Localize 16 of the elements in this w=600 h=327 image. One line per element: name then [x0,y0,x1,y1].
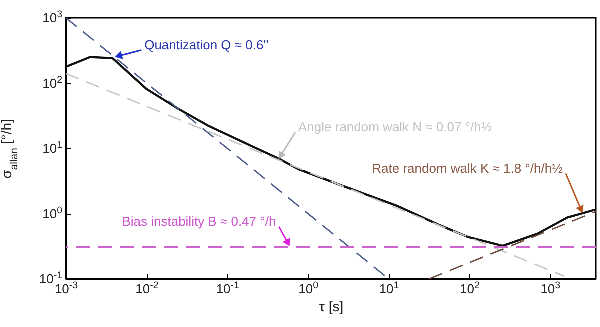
y-tick-label: 10$^{3}$ [42,9,62,26]
annotation: Bias instability B ≈ 0.47 °/h [122,214,276,229]
y-tick-label: 10$^{1}$ [42,140,62,156]
x-tick-label: 10$^{2}$ [460,280,480,296]
y-tick-label: 10$^{0}$ [42,204,64,222]
x-axis-title: τ [s] [319,298,344,314]
annotation: Rate random walk K ≈ 1.8 °/h/h½ [372,160,564,176]
annotation: Angle random walk N ≈ 0.07 °/h½ [298,120,492,135]
y-tick-label: 10$^{2}$ [42,74,62,91]
annotation: Quantization Q ≈ 0.6'' [144,37,269,52]
x-tick-label: 10$^{-2}$ [136,280,159,296]
x-tick-label: 10$^{3}$ [540,280,561,296]
x-tick-label: 10$^{-3}$ [54,280,78,296]
x-tick-label: 10$^{0}$ [298,280,320,296]
x-tick-label: 10$^{-1}$ [216,280,240,296]
x-tick-label: 10$^{1}$ [379,280,400,296]
